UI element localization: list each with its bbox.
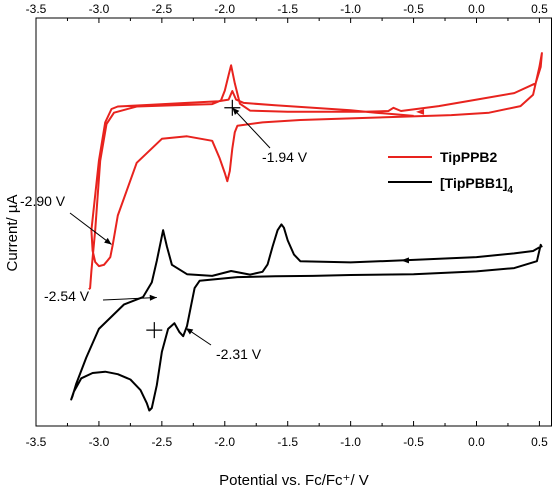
x-axis-title: Potential vs. Fc/Fc⁺/ V xyxy=(219,472,369,489)
x-axis-ticks: -3.5 -3.5 -3.0 -3.0 -2.5 -2.5 -2.0 -2.0 -1.5 -1.5… xyxy=(26,2,548,449)
annotation-arrow xyxy=(102,296,157,301)
annotation-arrowhead xyxy=(232,107,240,115)
annotation-label: -2.90 V xyxy=(20,193,66,209)
annotation-arrowhead xyxy=(149,294,157,301)
legend-label-tipppb2: TipPPB2 xyxy=(440,149,498,165)
x-tick-label-bottom: -3.5 xyxy=(26,435,47,449)
series-line-1 xyxy=(70,223,543,412)
plot-border xyxy=(35,17,552,427)
annotation-label: -2.54 V xyxy=(44,288,90,304)
series-line-0 xyxy=(88,52,543,291)
x-tick-label-top: 0.0 xyxy=(468,2,485,16)
plot-frame xyxy=(35,17,552,427)
x-tick-label-bottom: 0.5 xyxy=(531,435,548,449)
annotation-arrow xyxy=(69,212,112,245)
x-tick-label-top: -0.5 xyxy=(403,2,424,16)
scan-direction-arrow xyxy=(416,108,425,115)
annotation-arrowhead xyxy=(104,237,112,245)
x-tick-label-top: -1.5 xyxy=(277,2,298,16)
x-tick-label-bottom: -1.5 xyxy=(277,435,298,449)
x-tick-label-bottom: -2.5 xyxy=(152,435,173,449)
x-tick-label-bottom: 0.0 xyxy=(468,435,485,449)
annotation-label: -2.31 V xyxy=(216,346,262,362)
x-tick-label-top: 0.5 xyxy=(531,2,548,16)
x-tick-label-bottom: -1.0 xyxy=(340,435,361,449)
series-layer xyxy=(70,52,543,412)
y-axis-title: Current/ µA xyxy=(4,195,21,272)
x-tick-label-top: -3.5 xyxy=(26,2,47,16)
x-tick-label-bottom: -0.5 xyxy=(403,435,424,449)
x-tick-label-top: -2.0 xyxy=(214,2,235,16)
x-tick-label-top: -2.5 xyxy=(152,2,173,16)
legend: TipPPB2 [TipPBB1]4 xyxy=(388,149,513,196)
annotation-arrowhead xyxy=(185,328,194,335)
x-tick-label-bottom: -2.0 xyxy=(214,435,235,449)
annotation-arrow xyxy=(231,107,271,149)
x-tick-label-top: -1.0 xyxy=(340,2,361,16)
legend-label-tippbb1: [TipPBB1]4 xyxy=(440,175,513,196)
annotation-label: -1.94 V xyxy=(262,149,308,165)
scan-direction-arrow xyxy=(400,257,409,264)
x-tick-label-top: -3.0 xyxy=(89,2,110,16)
x-tick-label-bottom: -3.0 xyxy=(89,435,110,449)
annotation-layer: -1.94 V -2.90 V -2.54 V -2.31 V xyxy=(20,99,308,362)
